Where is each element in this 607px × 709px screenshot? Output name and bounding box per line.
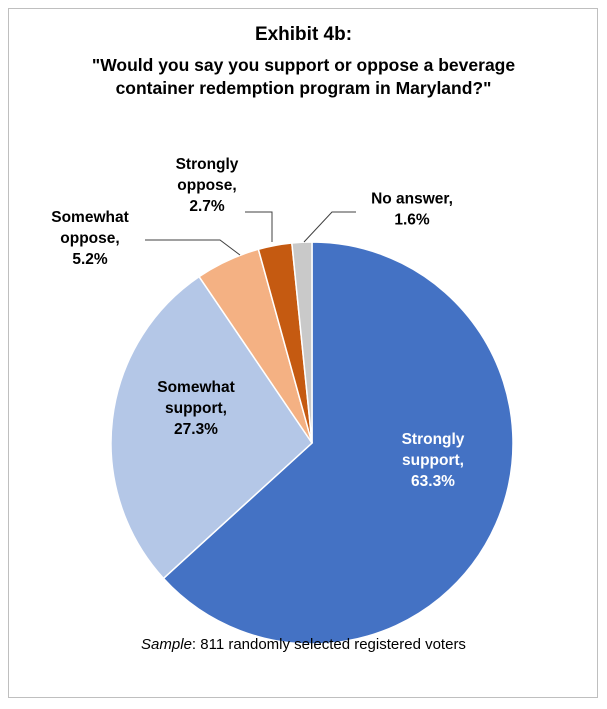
chart-subtitle-line-2: container redemption program in Maryland… (115, 78, 492, 98)
slice-label-strongly-oppose: Strongly oppose, 2.7% (176, 156, 239, 215)
slice-label-somewhat-support: Somewhat support, 27.3% (157, 379, 235, 438)
pie-slice-somewhat-support (110, 275, 313, 580)
slice-label-somewhat-oppose: Somewhat oppose, 5.2% (51, 209, 129, 268)
sample-label: Sample (141, 636, 192, 653)
chart-title-block: Exhibit 4b: "Would you say you support o… (0, 22, 607, 100)
sample-footnote: Sample: 811 randomly selected registered… (0, 636, 607, 653)
leader-line-no-answer (303, 211, 356, 243)
pie-slice-strongly-support (162, 241, 514, 645)
chart-title: Exhibit 4b: (254, 24, 353, 45)
leader-line-somewhat-oppose (145, 239, 241, 256)
chart-subtitle-line-1: "Would you say you support or oppose a b… (91, 55, 516, 75)
slice-label-no-answer: No answer, 1.6% (371, 191, 453, 229)
slice-label-strongly-support: Strongly support, 63.3% (402, 431, 465, 490)
leader-line-strongly-oppose (245, 211, 273, 242)
sample-text: : 811 randomly selected registered voter… (191, 636, 466, 653)
pie-slice-no-answer (291, 241, 313, 444)
